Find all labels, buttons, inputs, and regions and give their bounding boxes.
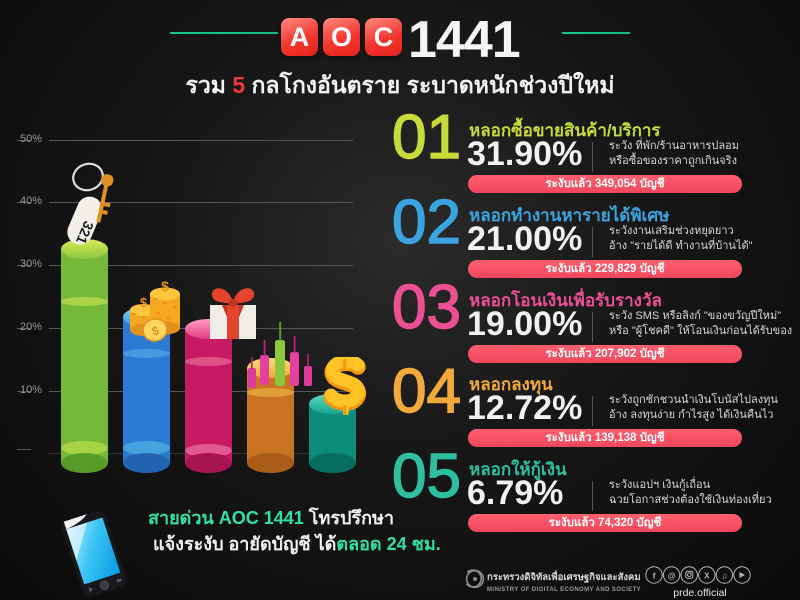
- svg-text:$: $: [161, 280, 169, 294]
- svg-text:♫: ♫: [721, 571, 727, 580]
- svg-text:f: f: [653, 570, 656, 580]
- svg-text:@: @: [668, 571, 676, 580]
- svg-text:$: $: [140, 295, 148, 310]
- svg-text:X: X: [704, 571, 710, 580]
